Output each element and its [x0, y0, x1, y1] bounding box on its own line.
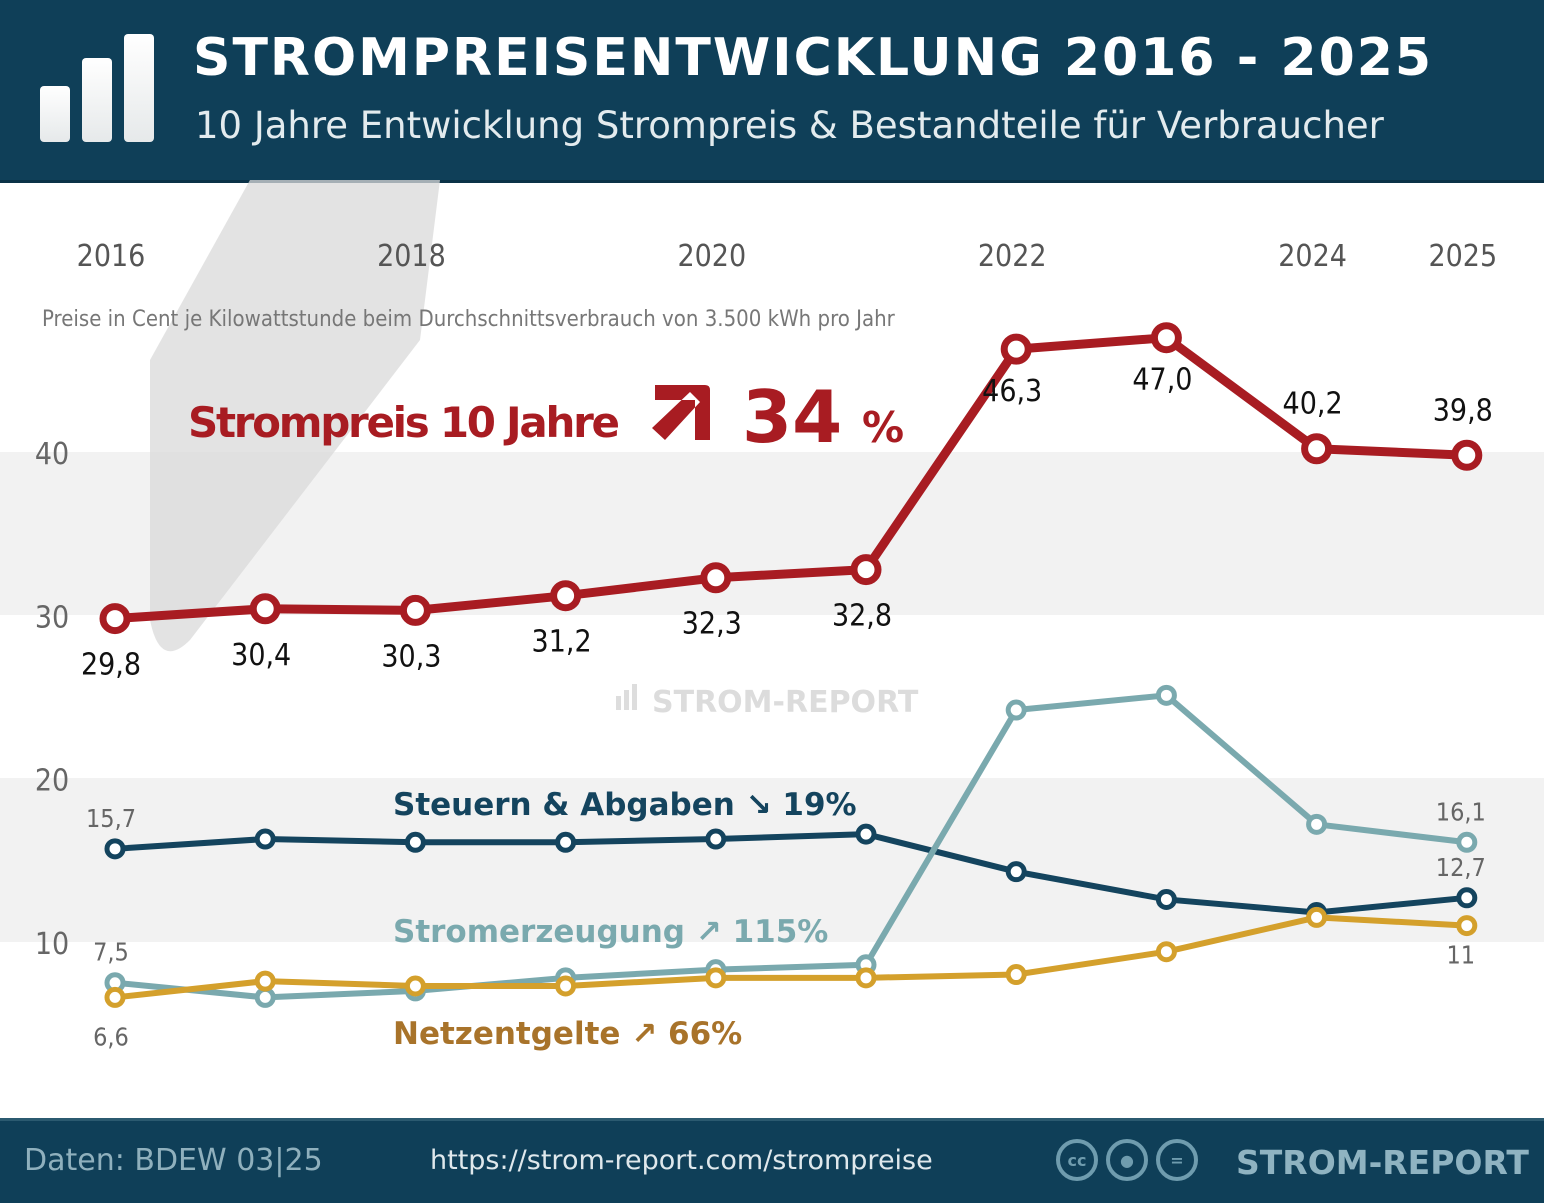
series-netzentgelte: 6,6 11: [93, 906, 1478, 1051]
arrow-down-right-icon: ↘: [746, 787, 772, 823]
nd-icon[interactable]: =: [1156, 1139, 1198, 1181]
data-point: [254, 828, 276, 850]
arrow-up-right-icon: ↗: [696, 914, 722, 950]
legend-label: Netzentgelte ↗ 66%: [393, 1016, 742, 1052]
page-subtitle: 10 Jahre Entwicklung Strompreis & Bestan…: [195, 104, 1384, 147]
data-point: [555, 831, 577, 853]
data-label: 29,8: [81, 648, 141, 683]
x-tick-label: 2020: [677, 239, 746, 274]
data-point: [1456, 915, 1478, 937]
source-link[interactable]: https://strom-report.com/strompreise: [430, 1145, 933, 1176]
data-point: [555, 975, 577, 997]
data-point: [1451, 439, 1483, 471]
band: [0, 778, 1544, 942]
watermark: STROM-REPORT: [616, 684, 919, 720]
y-tick-label: 40: [35, 437, 69, 472]
data-point: [1306, 906, 1328, 928]
legend-label: Stromerzeugung ↗ 115%: [393, 914, 828, 950]
x-tick-label: 2025: [1428, 239, 1497, 274]
data-point: [249, 593, 281, 625]
arrow-up-right-icon: [652, 385, 710, 440]
data-point: [700, 562, 732, 594]
x-tick-label: 2018: [377, 239, 446, 274]
data-point: [104, 986, 126, 1008]
lightning-watermark-icon: [150, 180, 440, 652]
watermark-text: STROM-REPORT: [652, 685, 919, 720]
footer: Daten: BDEW 03|25 https://strom-report.c…: [0, 1118, 1544, 1203]
data-label: 7,5: [93, 938, 129, 967]
y-tick-label: 30: [35, 600, 69, 635]
y-tick-label: 10: [35, 927, 69, 962]
legend-change: 115%: [722, 914, 829, 950]
x-tick-label: 2022: [978, 239, 1047, 274]
data-label: 40,2: [1283, 387, 1343, 422]
data-label: 30,3: [381, 639, 441, 674]
data-point: [1155, 684, 1177, 706]
data-point: [705, 967, 727, 989]
brand: STROM-REPORT: [1236, 1143, 1529, 1182]
data-point: [1301, 433, 1333, 465]
data-point: [1306, 813, 1328, 835]
data-label: 39,8: [1433, 393, 1493, 428]
series-line: [114, 692, 1468, 1001]
legend-change: 66%: [657, 1016, 742, 1052]
arrow-up-right-icon: ↗: [631, 1016, 657, 1052]
data-point: [404, 975, 426, 997]
data-point: [254, 986, 276, 1008]
data-label: 32,3: [682, 607, 742, 642]
headline-unit: %: [862, 403, 904, 452]
data-label: 6,6: [93, 1022, 129, 1051]
data-point: [404, 831, 426, 853]
data-point: [1005, 964, 1027, 986]
page-title: STROMPREISENTWICKLUNG 2016 - 2025: [193, 28, 1434, 88]
data-point: [705, 828, 727, 850]
series-strompreis: 29,8 30,4 30,3 31,2 32,3 32,8 46,3 47,0 40,2 39,8: [81, 322, 1493, 683]
x-tick-label: 2024: [1278, 239, 1347, 274]
data-point: [399, 594, 431, 626]
data-label: 15,7: [86, 804, 136, 833]
headline: Strompreis 10 Jahre 34 %: [188, 375, 904, 459]
data-label: 32,8: [832, 599, 892, 634]
data-point: [1456, 831, 1478, 853]
line-chart: STROM-REPORT 2016 2018 2020 2022 2024 2025 10…: [0, 180, 1544, 1052]
data-point: [1155, 888, 1177, 910]
data-point: [104, 838, 126, 860]
data-point: [1155, 941, 1177, 963]
license-icons[interactable]: cc ● =: [1056, 1139, 1198, 1181]
data-point: [254, 970, 276, 992]
legend-label: Steuern & Abgaben ↘ 19%: [393, 787, 857, 823]
series-line: [114, 914, 1467, 1001]
data-source: Daten: BDEW 03|25: [24, 1143, 323, 1178]
data-label: 16,1: [1436, 797, 1486, 826]
y-tick-label: 20: [35, 764, 69, 799]
series-line: [114, 333, 1467, 624]
data-point: [1456, 887, 1478, 909]
data-point: [1005, 699, 1027, 721]
headline-value: 34: [742, 375, 842, 459]
data-point: [855, 823, 877, 845]
chart-subtitle: Preise in Cent je Kilowattstunde beim Du…: [42, 307, 896, 332]
data-label: 46,3: [982, 374, 1042, 409]
header: STROMPREISENTWICKLUNG 2016 - 2025 10 Jah…: [0, 0, 1544, 183]
data-point: [99, 603, 131, 635]
data-label: 47,0: [1132, 363, 1192, 398]
series-line: [114, 831, 1468, 916]
cc-icon[interactable]: cc: [1056, 1139, 1098, 1181]
data-point: [1150, 322, 1182, 354]
data-point: [850, 554, 882, 586]
headline-text: Strompreis 10 Jahre: [188, 398, 620, 447]
bar-chart-icon: [40, 34, 160, 142]
data-label: 12,7: [1436, 853, 1486, 882]
data-point: [1000, 333, 1032, 365]
data-label: 11: [1446, 941, 1475, 970]
x-tick-label: 2016: [77, 239, 146, 274]
data-point: [550, 580, 582, 612]
data-label: 30,4: [231, 638, 291, 673]
data-point: [1005, 861, 1027, 883]
by-icon[interactable]: ●: [1106, 1139, 1148, 1181]
data-point: [855, 967, 877, 989]
legend-change: 19%: [772, 787, 857, 823]
data-label: 31,2: [532, 625, 592, 660]
